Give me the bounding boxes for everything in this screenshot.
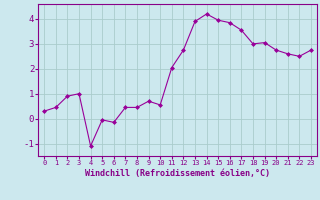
X-axis label: Windchill (Refroidissement éolien,°C): Windchill (Refroidissement éolien,°C): [85, 169, 270, 178]
